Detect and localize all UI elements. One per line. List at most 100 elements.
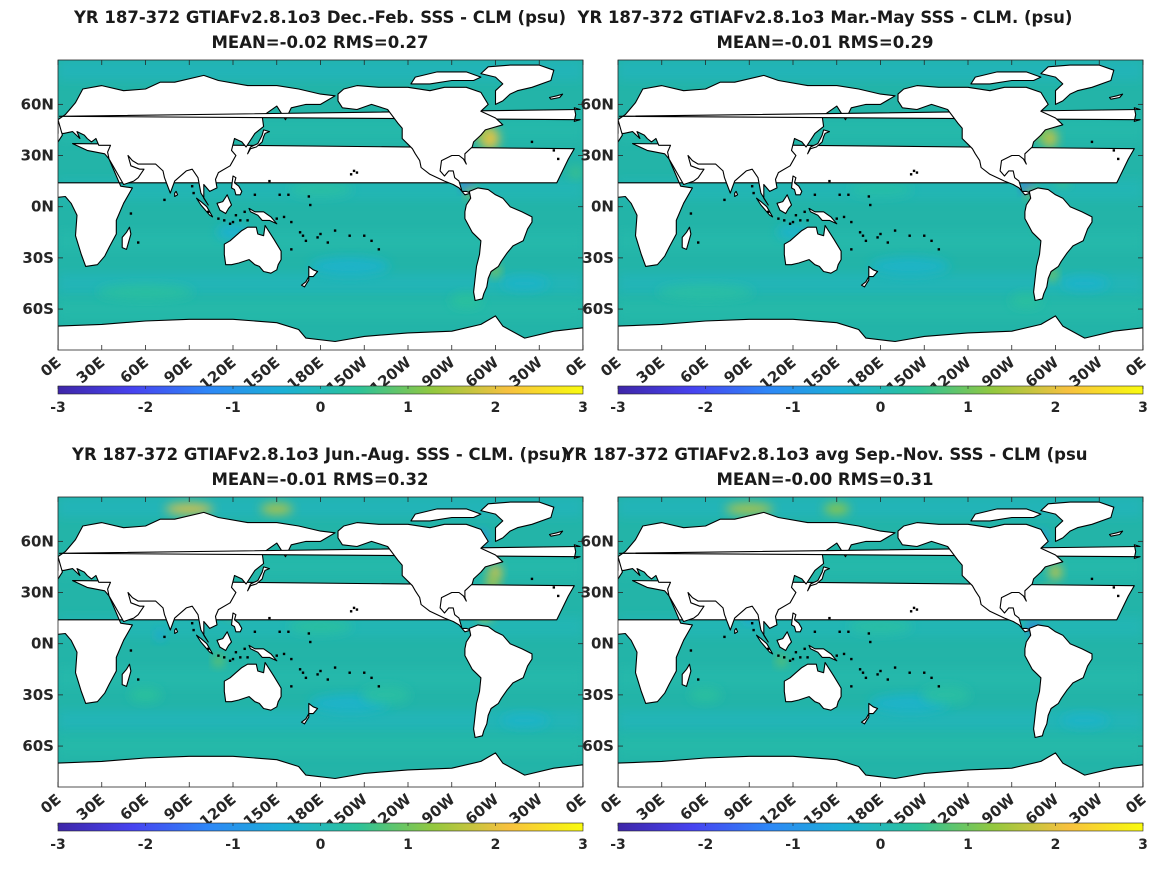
island-dot [850, 657, 853, 661]
island-dot [799, 656, 802, 659]
colorbar-tick-label: -3 [610, 400, 626, 416]
colorbar-tick-label: 1 [403, 400, 413, 416]
panel-subtitle: MEAN=-0.00 RMS=0.31 [716, 470, 934, 489]
landmass [174, 190, 179, 198]
island-dot [207, 210, 210, 214]
island-dot [1117, 594, 1120, 598]
landmass [1108, 93, 1124, 100]
panel-subtitle: MEAN=-0.02 RMS=0.27 [211, 33, 429, 52]
lat-tick-label: 60N [21, 95, 54, 113]
island-dot [858, 668, 862, 671]
island-dot [239, 656, 242, 659]
landmass [807, 129, 831, 155]
island-dot [246, 656, 249, 659]
landmass [58, 752, 583, 787]
sss-band [58, 667, 583, 689]
sss-anomaly-patch [288, 182, 353, 198]
island-dot [752, 628, 755, 632]
sss-anomaly-patch [1049, 564, 1062, 580]
lat-tick-label: 60S [582, 737, 614, 755]
landmass [480, 501, 555, 542]
island-dot [319, 669, 322, 673]
landmass [174, 627, 179, 635]
lon-tick-label: 90W [978, 353, 1019, 391]
landmass [410, 71, 482, 85]
island-dot [301, 671, 305, 674]
sss-band [618, 710, 1143, 731]
landmass [860, 702, 879, 725]
colorbar-tick-label: -1 [785, 837, 801, 853]
sss-anomaly-patch [848, 182, 913, 198]
island-dot [348, 234, 351, 237]
landmass [681, 663, 692, 687]
island-dot [697, 241, 700, 244]
island-dot [1117, 157, 1120, 161]
lon-tick-label: 90W [418, 353, 459, 391]
sss-band [618, 735, 1143, 757]
landmass [1108, 530, 1124, 537]
landmass [790, 612, 803, 633]
island-dot [835, 654, 838, 657]
island-dot [268, 179, 271, 183]
lon-tick-label: 90E [160, 790, 195, 824]
colorbar-tick-label: 2 [1051, 400, 1061, 416]
island-dot [552, 586, 556, 589]
landmass [230, 175, 243, 196]
sss-anomaly-patch [260, 503, 293, 515]
lon-tick-label: 30E [73, 790, 108, 824]
island-dot [937, 685, 941, 688]
island-dot [879, 232, 882, 236]
island-dot [268, 616, 271, 620]
island-dot [869, 640, 872, 644]
island-dot [777, 217, 780, 220]
island-dot [1112, 586, 1116, 589]
island-dot [304, 239, 308, 243]
landmass [480, 64, 555, 105]
lon-tick-label: 30E [633, 790, 668, 824]
lat-tick-label: 0N [591, 635, 614, 653]
island-dot [319, 232, 322, 236]
colorbar-tick-label: 3 [1138, 837, 1148, 853]
colorbar-tick-label: 1 [963, 400, 973, 416]
island-dot [847, 630, 850, 633]
lat-tick-label: 60S [582, 300, 614, 318]
land-layer [618, 64, 1143, 350]
lon-tick-label: 90E [720, 790, 755, 824]
island-dot [352, 169, 356, 173]
colorbar-tick-label: 2 [1051, 837, 1061, 853]
sss-anomaly-patch [848, 619, 913, 635]
island-dot [783, 656, 786, 659]
island-dot [217, 217, 220, 220]
landmass [337, 85, 504, 196]
sss-anomaly-patch [725, 503, 774, 515]
panel-title: YR 187-372 GTIAFv2.8.1o3 Mar.-May SSS - … [577, 8, 1073, 27]
island-dot [886, 678, 889, 681]
colorbar-tick-label: 0 [316, 400, 326, 416]
island-dot [333, 229, 337, 232]
island-dot [290, 248, 293, 251]
lat-tick-label: 60N [581, 532, 614, 550]
island-dot [1112, 149, 1116, 152]
island-dot [912, 169, 916, 173]
landmass [1040, 64, 1115, 105]
colorbar-tick-label: 2 [491, 400, 501, 416]
colorbar-tick-label: -2 [698, 400, 714, 416]
lon-tick-label: 90W [418, 790, 459, 828]
landmass [776, 631, 793, 652]
lon-tick-label: 30W [1066, 790, 1107, 828]
island-dot [557, 157, 560, 161]
sss-anomaly-patch [569, 166, 583, 179]
island-dot [803, 647, 806, 651]
island-dot [861, 234, 865, 237]
island-dot [858, 231, 862, 234]
island-dot [689, 649, 693, 652]
landmass [618, 119, 623, 143]
colorbar-tick-label: -3 [50, 837, 66, 853]
landmass [230, 612, 243, 633]
sss-band [58, 273, 583, 294]
landmass [897, 522, 1064, 633]
island-dot [363, 234, 366, 237]
sss-anomaly-patch [922, 685, 971, 705]
lon-tick-label: 30W [1066, 353, 1107, 391]
